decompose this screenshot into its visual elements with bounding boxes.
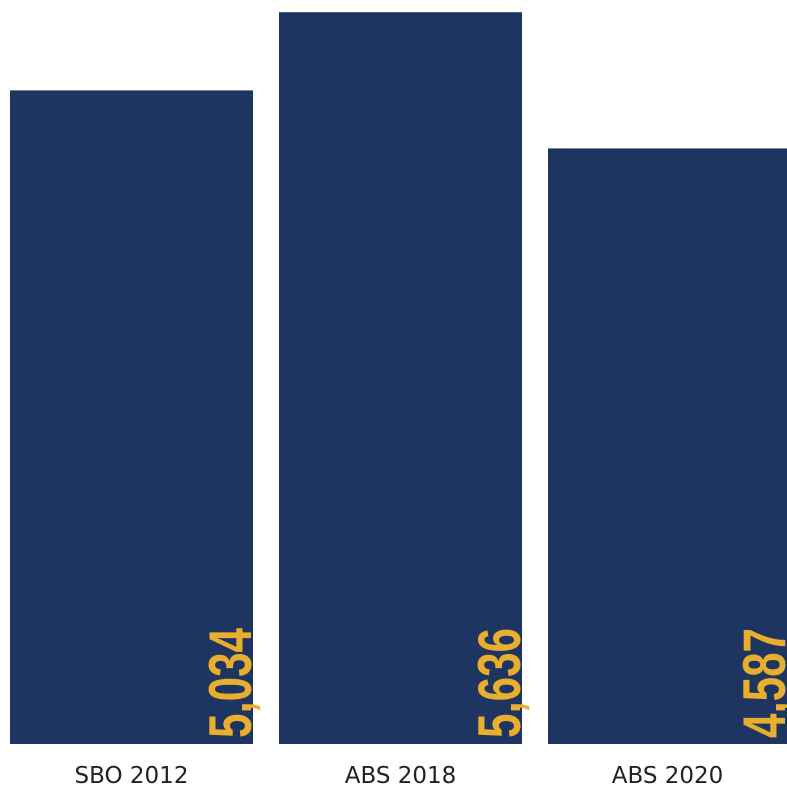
bar-value-label-2: 5,636: [466, 628, 533, 738]
bar-1: [10, 90, 253, 744]
value-labels-layer: 5,034 5,636 4,587: [197, 628, 787, 738]
bars-layer: [10, 12, 787, 744]
category-label-1: SBO 2012: [75, 763, 189, 787]
bar-value-label-1: 5,034: [197, 628, 264, 738]
category-label-3: ABS 2020: [612, 763, 724, 787]
category-label-2: ABS 2018: [345, 763, 457, 787]
bar-3: [548, 148, 787, 744]
category-labels-layer: SBO 2012 ABS 2018 ABS 2020: [75, 763, 724, 787]
bar-value-label-3: 4,587: [731, 628, 787, 738]
bar-2: [279, 12, 522, 744]
